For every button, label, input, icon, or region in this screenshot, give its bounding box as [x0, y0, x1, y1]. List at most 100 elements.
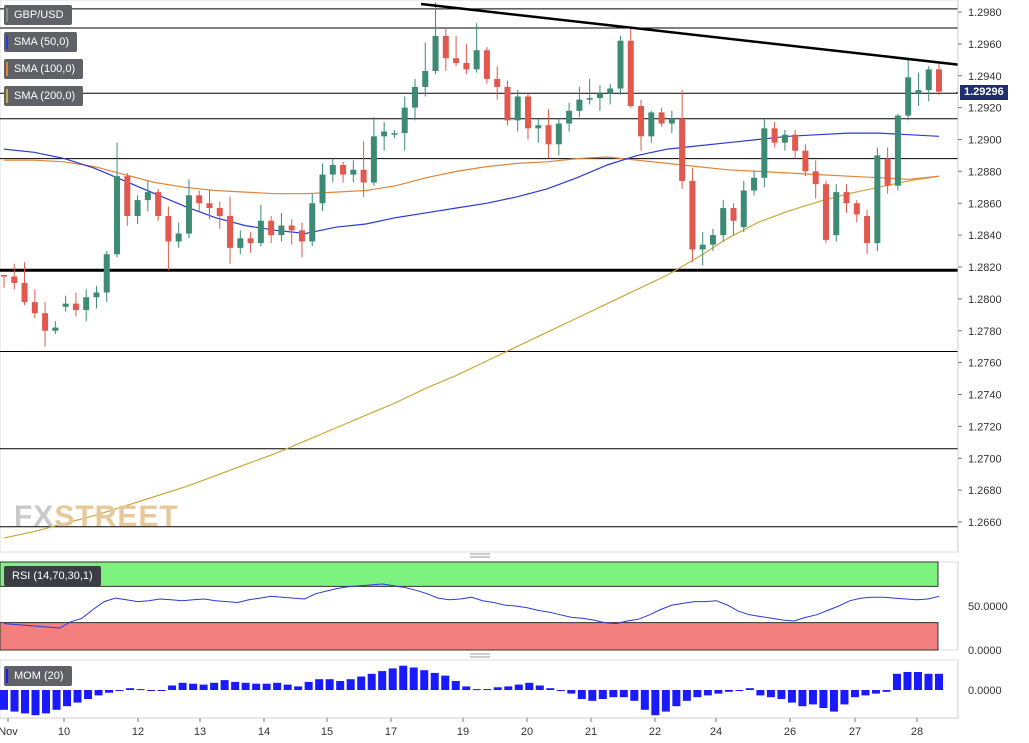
legend-sma200[interactable]: SMA (200,0) — [4, 86, 84, 106]
candle-bull — [350, 169, 357, 175]
mom-bar — [483, 689, 492, 691]
rsi-tick-label: 0.0000 — [968, 645, 1002, 657]
candle-bull — [894, 115, 901, 186]
date-tick-label: 15 — [321, 726, 333, 738]
price-tick-label: 1.2760 — [968, 358, 1002, 370]
rsi-overbought-zone — [0, 561, 939, 587]
mom-bar — [189, 683, 198, 690]
mom-bar — [840, 690, 849, 705]
legend-mom[interactable]: MOM (20) — [4, 666, 72, 686]
mom-bar — [409, 667, 418, 690]
candle-bear — [627, 40, 634, 107]
candle-bear — [227, 216, 234, 248]
mom-bar — [147, 690, 156, 691]
date-tick-label: 20 — [521, 726, 533, 738]
mom-bar — [420, 670, 429, 690]
mom-bar — [115, 690, 124, 691]
candle-bull — [52, 327, 59, 331]
candle-bear — [1, 274, 7, 277]
mom-bar — [399, 665, 408, 690]
candle-bear — [864, 216, 871, 244]
legend-sma50[interactable]: SMA (50,0) — [4, 32, 78, 52]
mom-bar — [84, 690, 93, 699]
mom-bar — [241, 682, 250, 690]
candle-bear — [689, 180, 696, 250]
mom-bar — [903, 672, 912, 690]
candle-bear — [288, 225, 295, 231]
mom-bar — [493, 687, 502, 690]
price-tick-label: 1.2940 — [968, 71, 1002, 83]
price-tick-label: 1.2820 — [968, 262, 1002, 274]
candle-bull — [648, 112, 655, 137]
mom-bar — [588, 690, 597, 701]
candle-bull — [134, 200, 141, 216]
legend-rsi[interactable]: RSI (14,70,30,1) — [4, 566, 101, 586]
candle-bull — [103, 254, 110, 293]
mom-bar — [462, 686, 471, 690]
candle-bear — [442, 35, 449, 59]
candle-bull — [709, 235, 716, 245]
mom-bar — [378, 671, 387, 690]
date-tick-label: 10 — [58, 726, 70, 738]
candle-bull — [781, 134, 788, 143]
rsi-line — [3, 583, 940, 629]
mom-bar — [651, 690, 660, 716]
candle-bull — [319, 174, 326, 204]
candle-bull — [370, 136, 377, 183]
candle-bear — [268, 220, 275, 236]
candle-bull — [535, 125, 542, 129]
candle-bear — [196, 195, 203, 204]
candle-bear — [42, 313, 49, 331]
mom-bar — [546, 688, 555, 690]
candle-bull — [751, 177, 758, 191]
mom-bar — [105, 690, 114, 693]
candle-bear — [463, 63, 470, 70]
mom-bar — [304, 681, 313, 690]
mom-bar — [252, 683, 261, 690]
sma200-path — [3, 175, 940, 539]
candle-bear — [936, 69, 942, 92]
mom-bar — [52, 690, 61, 710]
price-tick-label: 1.2660 — [968, 517, 1002, 529]
mom-bar — [850, 690, 859, 698]
mom-bar — [756, 690, 765, 696]
mom-bar — [798, 690, 807, 707]
price-tick-label: 1.2880 — [968, 166, 1002, 178]
candle-bull — [309, 203, 316, 242]
candle-bear — [298, 230, 305, 242]
candle-bull — [514, 96, 521, 121]
price-tick-label: 1.2860 — [968, 198, 1002, 210]
legend-symbol[interactable]: GBP/USD — [4, 5, 72, 25]
candle-bull — [422, 70, 429, 87]
date-tick-label: 24 — [710, 726, 722, 738]
mom-bar — [357, 676, 366, 690]
mom-bar — [21, 690, 30, 714]
candle-bear — [21, 282, 28, 303]
fxstreet-watermark: FXSTREET — [14, 500, 179, 533]
mom-bar — [745, 688, 754, 690]
candle-bear — [792, 134, 799, 151]
mom-bar — [913, 672, 922, 690]
candle-bear — [453, 58, 460, 63]
mom-bar — [42, 690, 51, 714]
candle-bull — [617, 40, 624, 89]
date-tick-label: 27 — [849, 726, 861, 738]
candle-bull — [93, 292, 100, 298]
candle-bull — [432, 35, 439, 71]
mom-bar — [220, 680, 229, 690]
mom-bar — [693, 690, 702, 698]
legend-sma100[interactable]: SMA (100,0) — [4, 59, 84, 79]
price-tick-label: 1.2900 — [968, 135, 1002, 147]
mom-bar — [430, 672, 439, 690]
candle-bull — [185, 195, 192, 234]
candle-bull — [83, 297, 90, 311]
candle-bear — [124, 176, 131, 216]
candle-bull — [720, 208, 727, 236]
mom-bar — [336, 681, 345, 690]
mom-bar — [787, 690, 796, 703]
rsi-oversold-zone — [0, 622, 939, 651]
mom-bar — [819, 690, 828, 708]
mom-bar — [441, 675, 450, 690]
candle-bull — [566, 110, 573, 124]
candle-bear — [802, 150, 809, 172]
